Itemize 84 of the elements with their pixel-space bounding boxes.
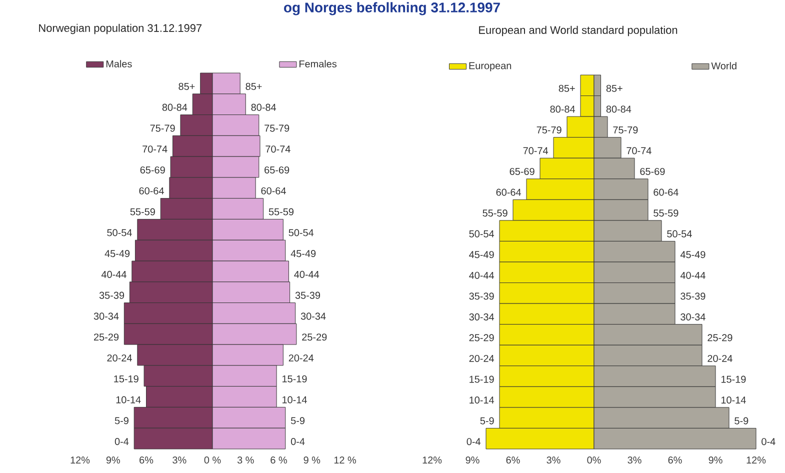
category-label: 45-49 xyxy=(680,251,706,258)
y-tick-label: 5-9 xyxy=(480,417,494,424)
x-tick-label: 6% xyxy=(140,456,154,464)
category-label: 30-34 xyxy=(300,312,326,320)
y-tick-label: 35-39 xyxy=(469,292,494,300)
category-label: 65-69 xyxy=(264,166,290,174)
y-tick-label: 5-9 xyxy=(114,417,128,424)
x-tick-label: 9% xyxy=(466,456,480,464)
category-label: 50-54 xyxy=(667,230,692,238)
legend-label: European xyxy=(469,62,512,72)
y-tick-label: 25-29 xyxy=(469,334,494,342)
category-label: 30-34 xyxy=(680,313,706,320)
category-label: 25-29 xyxy=(708,334,732,342)
legend-label: Females xyxy=(300,60,337,68)
y-tick-label: 50-54 xyxy=(107,229,132,236)
category-label: 0-4 xyxy=(290,438,305,446)
category-label: 5-9 xyxy=(734,417,748,424)
category-label: 85+ xyxy=(606,84,622,92)
category-label: 75-79 xyxy=(613,126,638,134)
category-label: 20-24 xyxy=(708,354,732,362)
category-label: 60-64 xyxy=(261,187,286,194)
y-tick-label: 10-14 xyxy=(116,396,141,404)
y-tick-label: 10-14 xyxy=(470,396,494,404)
y-tick-label: 70-74 xyxy=(142,146,168,153)
y-tick-label: 20-24 xyxy=(107,354,132,362)
category-label: 10-14 xyxy=(721,396,746,404)
y-tick-label: 50-54 xyxy=(469,230,494,238)
legend-label: Males xyxy=(106,60,132,68)
x-tick-label: 3% xyxy=(628,456,642,464)
category-label: 60-64 xyxy=(654,188,678,196)
y-tick-label: 40-44 xyxy=(101,270,126,278)
x-tick-label: 6% xyxy=(506,456,520,464)
category-label: 80-84 xyxy=(251,104,276,111)
category-label: 55-59 xyxy=(268,208,294,216)
category-label: 50-54 xyxy=(288,229,314,236)
category-label: 40-44 xyxy=(294,270,320,278)
category-label: 35-39 xyxy=(295,292,320,299)
category-label: 55-59 xyxy=(654,210,678,217)
x-tick-label: 12% xyxy=(422,456,442,464)
y-tick-label: 45-49 xyxy=(469,251,494,258)
category-label: 0-4 xyxy=(762,438,776,446)
category-label: 70-74 xyxy=(626,147,652,154)
x-tick-label: 0% xyxy=(587,456,601,464)
x-tick-label: 3% xyxy=(172,456,186,464)
y-tick-label: 40-44 xyxy=(469,272,494,279)
category-label: 10-14 xyxy=(282,396,307,404)
category-label: 35-39 xyxy=(680,292,706,300)
y-tick-label: 65-69 xyxy=(140,166,165,174)
x-tick-label: 9% xyxy=(708,456,722,464)
x-tick-label: 12% xyxy=(746,456,766,464)
category-label: 75-79 xyxy=(264,124,290,132)
y-tick-label: 60-64 xyxy=(139,187,164,194)
chart-title: European and World standard population xyxy=(479,26,678,36)
x-tick-label: 6 % xyxy=(270,456,287,464)
y-tick-label: 30-34 xyxy=(469,313,494,320)
y-tick-label: 15-19 xyxy=(470,376,494,383)
legend-label: World xyxy=(711,62,736,70)
category-label: 85+ xyxy=(246,82,262,90)
x-tick-label: 12% xyxy=(70,456,90,464)
category-label: 5-9 xyxy=(290,417,305,424)
category-label: 45-49 xyxy=(290,250,316,258)
category-label: 40-44 xyxy=(680,272,706,279)
y-tick-label: 15-19 xyxy=(114,375,138,382)
y-tick-label: 35-39 xyxy=(99,292,124,299)
x-tick-label: 3% xyxy=(546,456,560,464)
y-tick-label: 20-24 xyxy=(469,354,494,362)
category-label: 20-24 xyxy=(288,354,314,362)
category-label: 15-19 xyxy=(721,376,746,383)
category-label: 70-74 xyxy=(266,146,290,153)
chart-title: Norwegian population 31.12.1997 xyxy=(39,24,202,34)
x-tick-label: 9 % xyxy=(304,456,320,464)
category-label: 15-19 xyxy=(282,375,307,382)
category-label: 65-69 xyxy=(640,168,665,176)
y-tick-label: 0-4 xyxy=(466,438,481,446)
category-label: 80-84 xyxy=(606,106,632,113)
x-tick-label: 9% xyxy=(106,456,120,464)
x-tick-label: 12 % xyxy=(334,456,356,464)
y-tick-label: 45-49 xyxy=(104,250,130,258)
x-tick-label: 6% xyxy=(668,456,682,464)
category-label: 25-29 xyxy=(302,334,327,341)
x-tick-label: 3 % xyxy=(237,456,254,464)
x-tick-label: 0 % xyxy=(204,456,221,464)
text: og Norges befolkning 31.12.1997 xyxy=(284,2,500,16)
y-tick-label: 0-4 xyxy=(114,438,129,446)
